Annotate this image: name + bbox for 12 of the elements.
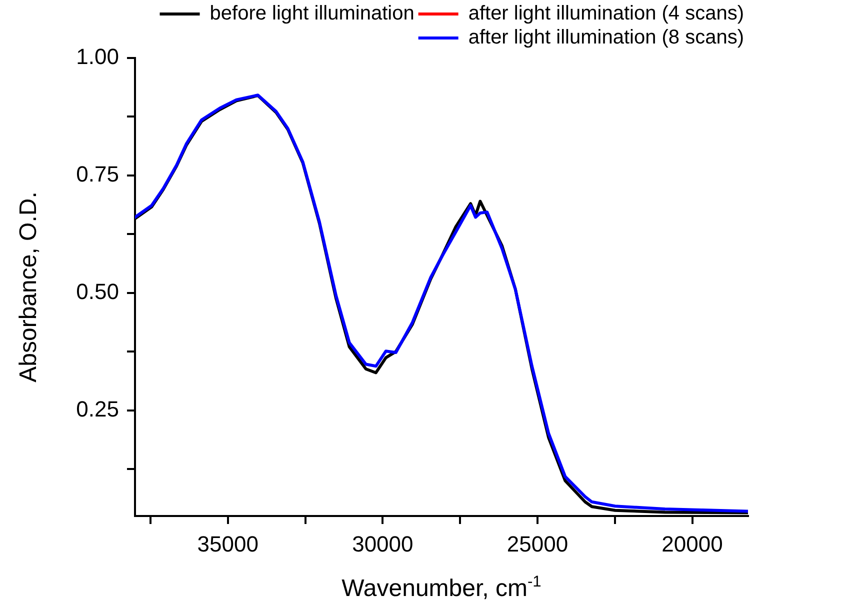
y-tick-label: 0.25 [76,396,119,422]
y-tick-label: 0.50 [76,278,119,304]
y-axis-title: Absorbance, O.D. [15,192,42,382]
legend-label: after light illumination (4 scans) [468,2,744,25]
y-tick-label: 1.00 [76,44,119,70]
x-tick-label: 30000 [352,531,414,556]
x-tick-label: 20000 [662,531,723,556]
x-tick-label: 25000 [506,531,568,556]
x-tick-label: 35000 [197,531,258,556]
legend-label: after light illumination (8 scans) [468,26,744,49]
legend-label: before light illumination [210,2,414,25]
y-tick-label: 0.75 [76,162,119,186]
